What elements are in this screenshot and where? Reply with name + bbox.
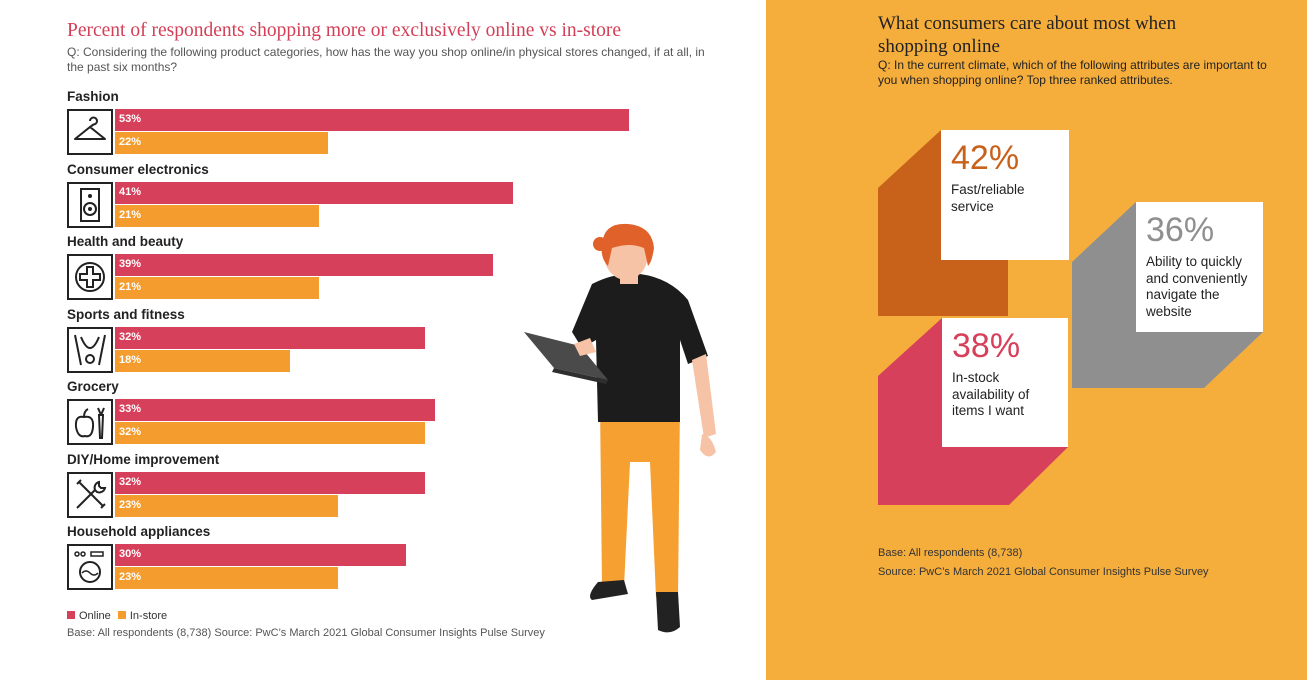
bar-value-label: 22% — [119, 136, 142, 148]
category-label: Sports and fitness — [67, 306, 185, 322]
medical-cross-icon — [67, 254, 113, 300]
instore-bar: 21% — [115, 277, 319, 299]
category-label: Fashion — [67, 89, 119, 104]
grocery-icon — [67, 399, 113, 445]
chart-title: Percent of respondents shopping more or … — [67, 20, 622, 41]
online-vs-instore-panel: Percent of respondents shopping more or … — [67, 20, 716, 639]
legend: Online In-store — [67, 610, 167, 622]
person-with-laptop-illustration — [524, 223, 716, 633]
hanger-icon — [67, 109, 113, 155]
online-bar: 32% — [115, 326, 426, 349]
attribute-value: 36% — [1146, 211, 1215, 249]
attribute-label: Fast/reliable service — [951, 182, 1025, 214]
category-label: Grocery — [67, 379, 119, 394]
legend-online-label: Online — [79, 610, 111, 622]
consumer-priorities-panel: What consumers care about most when shop… — [766, 0, 1307, 680]
instore-bar: 23% — [115, 567, 339, 589]
bar-value-label: 32% — [119, 330, 142, 343]
bar-value-label: 23% — [119, 498, 142, 511]
online-bar: 53% — [115, 109, 630, 131]
category-label: Consumer electronics — [67, 161, 209, 177]
bar-value-label: 21% — [119, 281, 142, 293]
attribute-value: 38% — [952, 327, 1021, 365]
category-label: DIY/Home improvement — [67, 451, 220, 467]
category-label: Health and beauty — [67, 234, 184, 249]
attribute-label: In-stock availability of items I want — [952, 370, 1030, 418]
legend-online-swatch — [67, 611, 75, 619]
instore-bar: 32% — [115, 422, 426, 444]
legend-instore-label: In-store — [129, 610, 168, 622]
bar-value-label: 39% — [119, 258, 142, 270]
instore-bar: 18% — [115, 349, 290, 372]
bar-value-label: 21% — [119, 208, 142, 221]
online-bar: 39% — [115, 254, 494, 276]
category-label: Household appliances — [67, 524, 211, 539]
instore-bar: 22% — [115, 132, 329, 154]
speaker-icon — [67, 181, 113, 228]
attribute-card-fast-service: 42% Fast/reliable service — [941, 130, 1069, 260]
priorities-source: Source: PwC’s March 2021 Global Consumer… — [878, 566, 1209, 578]
online-bar: 41% — [115, 181, 513, 204]
bar-value-label: 32% — [119, 426, 142, 438]
bar-value-label: 23% — [119, 571, 142, 583]
priorities-title: What consumers care about most when shop… — [878, 13, 1177, 57]
online-bar: 32% — [115, 471, 426, 494]
chart-source: Base: All respondents (8,738) Source: Pw… — [67, 627, 545, 639]
priorities-base: Base: All respondents (8,738) — [878, 547, 1023, 559]
bar-value-label: 41% — [119, 185, 142, 198]
bar-value-label: 18% — [119, 353, 142, 366]
legend-instore-swatch — [117, 611, 126, 619]
attribute-card-in-stock: 38% In-stock availability of items I wan… — [942, 318, 1068, 447]
instore-bar: 23% — [115, 494, 339, 517]
tools-icon — [67, 471, 113, 518]
bar-value-label: 53% — [119, 113, 142, 125]
attribute-card-navigate-website: 36% Ability to quickly and conveniently … — [1136, 202, 1263, 332]
instore-bar: 21% — [115, 204, 319, 227]
attribute-value: 42% — [951, 139, 1020, 177]
bar-value-label: 33% — [119, 403, 142, 415]
attribute-label: Ability to quickly and conveniently navi… — [1146, 254, 1248, 319]
priorities-question: Q: In the current climate, which of the … — [878, 58, 1267, 87]
fitness-icon — [67, 326, 113, 373]
bar-value-label: 30% — [119, 548, 142, 560]
online-bar: 30% — [115, 544, 406, 566]
chart-question: Q: Considering the following product cat… — [67, 45, 705, 74]
bar-value-label: 32% — [119, 475, 142, 488]
online-bar: 33% — [115, 399, 436, 421]
washing-machine-icon — [67, 544, 113, 590]
